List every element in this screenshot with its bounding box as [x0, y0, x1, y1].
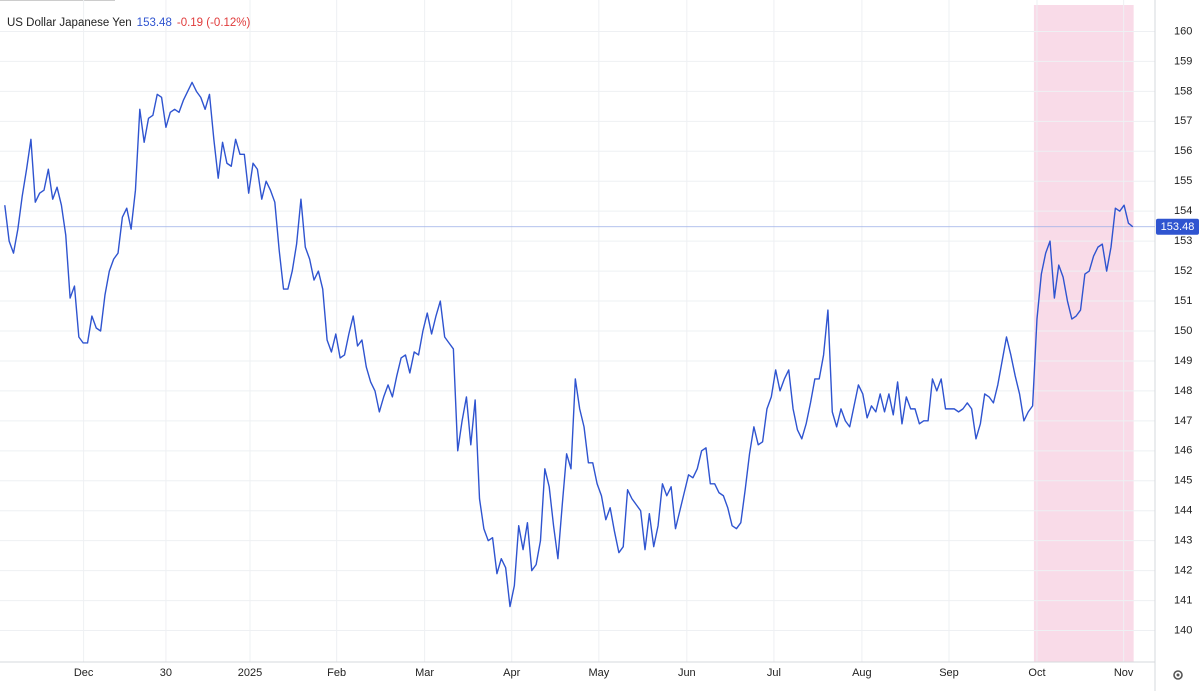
x-tick-label: Mar: [415, 667, 434, 679]
gear-center: [1176, 673, 1180, 677]
x-tick-label: Dec: [74, 667, 94, 679]
y-tick-label: 142: [1174, 565, 1192, 577]
y-tick-label: 159: [1174, 55, 1192, 67]
x-tick-label: Feb: [327, 667, 346, 679]
symbol-title: US Dollar Japanese Yen: [7, 17, 132, 29]
header: US Dollar Japanese Yen 153.48 -0.19 (-0.12…: [7, 17, 255, 29]
y-tick-label: 146: [1174, 445, 1192, 457]
price-line: [4, 81, 1134, 608]
y-tick-label: 155: [1174, 175, 1192, 187]
x-tick-label: Aug: [852, 667, 872, 679]
x-tick-label: Jun: [678, 667, 696, 679]
x-tick-label: Oct: [1028, 667, 1045, 679]
y-tick-label: 157: [1174, 115, 1192, 127]
y-tick-label: 160: [1174, 25, 1192, 37]
price-change: -0.19 (-0.12%): [176, 17, 251, 29]
y-tick-label: 147: [1174, 415, 1192, 427]
y-tick-label: 150: [1174, 325, 1192, 337]
x-tick-label: Jul: [767, 667, 781, 679]
y-tick-label: 156: [1174, 145, 1192, 157]
x-tick-label: Sep: [939, 667, 959, 679]
settings-icon[interactable]: [1173, 670, 1183, 680]
y-tick-label: 152: [1174, 265, 1192, 277]
y-tick-label: 144: [1174, 505, 1192, 517]
y-tick-label: 158: [1174, 85, 1192, 97]
x-tick-label: Nov: [1114, 667, 1134, 679]
y-tick-label: 151: [1174, 295, 1192, 307]
y-tick-label: 145: [1174, 475, 1192, 487]
y-tick-label: 140: [1174, 624, 1192, 636]
last-price: 153.48: [136, 17, 172, 29]
y-tick-label: 148: [1174, 385, 1192, 397]
y-tick-label: 153: [1174, 235, 1192, 247]
y-tick-label: 143: [1174, 535, 1192, 547]
price-tag-label: 153.48: [1161, 221, 1195, 233]
y-tick-label: 149: [1174, 355, 1192, 367]
gear-ring: [1173, 670, 1183, 680]
x-tick-label: 30: [160, 667, 172, 679]
x-tick-label: Apr: [503, 667, 520, 679]
y-tick-label: 154: [1174, 205, 1192, 217]
x-tick-label: 2025: [238, 667, 262, 679]
highlight-band: [1033, 5, 1134, 662]
y-tick-label: 141: [1174, 594, 1192, 606]
x-tick-label: May: [588, 667, 609, 679]
price-tag: [1156, 218, 1199, 235]
